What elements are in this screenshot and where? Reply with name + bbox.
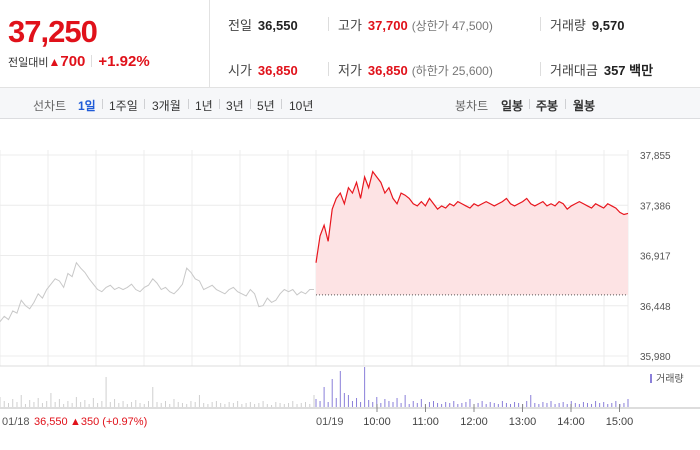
time-tick-label: 14:00	[557, 416, 585, 428]
period-bar: 선차트 1일 1주일 3개월 1년 3년 5년 10년 봉차트 일봉 주봉 월봉	[0, 88, 700, 119]
today-price-line	[315, 170, 629, 263]
up-arrow-icon: ▲	[48, 55, 61, 69]
divider	[250, 99, 251, 109]
volume-legend-swatch	[650, 374, 652, 383]
candle-chart-title: 봉차트	[455, 99, 489, 113]
divider	[540, 62, 541, 76]
price-chart[interactable]: 37,855 37,386 36,917 36,448 35,980 10:00 11:0…	[0, 120, 700, 450]
line-chart-title: 선차트	[33, 99, 67, 113]
stat-label: 거래량	[550, 18, 586, 33]
today-area-fill	[316, 171, 628, 295]
stat-value: 36,550	[257, 18, 298, 33]
divider	[144, 99, 145, 109]
time-tick-label: 11:00	[412, 416, 439, 428]
period-3month-button[interactable]: 3개월	[152, 99, 181, 113]
stat-label: 저가	[338, 63, 362, 78]
stat-value: 37,700	[367, 18, 408, 33]
y-tick-label: 36,917	[640, 252, 671, 263]
period-1week-button[interactable]: 1주일	[109, 99, 138, 113]
stat-value: 357 백만	[603, 63, 654, 78]
divider	[529, 99, 530, 109]
prev-day-change: ▲350 (+0.97%)	[70, 416, 147, 428]
upper-limit: (상한가 47,500)	[411, 19, 493, 33]
quote-header: 37,250 전일대비▲700 +1.92% 전일 36,550 고가 37,700(…	[0, 0, 700, 88]
stat-value: 36,850	[367, 63, 408, 78]
stat-label: 고가	[338, 18, 362, 33]
prev-day-price-line	[0, 261, 314, 323]
candle-daily-button[interactable]: 일봉	[501, 99, 524, 113]
divider	[91, 55, 93, 67]
change-percent: +1.92%	[98, 53, 150, 70]
y-axis-ticks: 37,855 37,386 36,917 36,448 35,980	[640, 151, 671, 363]
change-value: 700	[60, 53, 86, 70]
stat-amount: 거래대금 357 백만	[550, 60, 653, 79]
stat-high: 고가 37,700 (상한가 47,500)	[338, 15, 493, 34]
stat-volume: 거래량 9,570	[550, 15, 624, 34]
time-axis: 10:00 11:00 12:00 13:00 14:00 15:00	[363, 404, 633, 428]
time-tick-label: 12:00	[460, 416, 488, 428]
divider	[219, 99, 220, 109]
period-1year-button[interactable]: 1년	[195, 99, 213, 113]
period-5year-button[interactable]: 5년	[257, 99, 275, 113]
divider	[328, 17, 329, 31]
divider	[565, 99, 566, 109]
prev-day-date: 01/18	[2, 416, 30, 428]
change-row: 전일대비▲700 +1.92%	[8, 53, 150, 70]
stat-value: 36,850	[257, 63, 298, 78]
time-tick-label: 15:00	[606, 416, 634, 428]
prev-day-close: 36,550	[34, 416, 68, 428]
current-price: 37,250	[8, 14, 98, 49]
time-tick-label: 13:00	[509, 416, 537, 428]
y-tick-label: 36,448	[640, 302, 671, 313]
stat-label: 거래대금	[550, 63, 598, 78]
y-tick-label: 37,386	[640, 201, 671, 212]
price-block: 37,250 전일대비▲700 +1.92%	[0, 0, 210, 88]
period-10year-button[interactable]: 10년	[289, 99, 314, 113]
period-1day-button[interactable]: 1일	[78, 99, 96, 113]
divider	[328, 62, 329, 76]
stat-low: 저가 36,850 (하한가 25,600)	[338, 60, 493, 79]
stat-label: 시가	[228, 63, 252, 78]
volume-legend: 거래량	[656, 373, 684, 385]
divider	[188, 99, 189, 109]
y-tick-label: 37,855	[640, 151, 671, 162]
divider	[281, 99, 282, 109]
period-3year-button[interactable]: 3년	[226, 99, 244, 113]
volume-bars	[0, 367, 629, 407]
stat-open: 시가 36,850	[228, 60, 298, 79]
lower-limit: (하한가 25,600)	[411, 64, 493, 78]
change-label: 전일대비	[8, 57, 49, 69]
candle-monthly-button[interactable]: 월봉	[573, 99, 596, 113]
today-date: 01/19	[316, 416, 344, 428]
divider	[540, 17, 541, 31]
y-tick-label: 35,980	[640, 352, 671, 363]
candle-weekly-button[interactable]: 주봉	[536, 99, 559, 113]
stat-value: 9,570	[591, 18, 625, 33]
stat-label: 전일	[228, 18, 252, 33]
stat-prev-close: 전일 36,550	[228, 15, 298, 34]
time-tick-label: 10:00	[363, 416, 391, 428]
divider	[102, 99, 103, 109]
